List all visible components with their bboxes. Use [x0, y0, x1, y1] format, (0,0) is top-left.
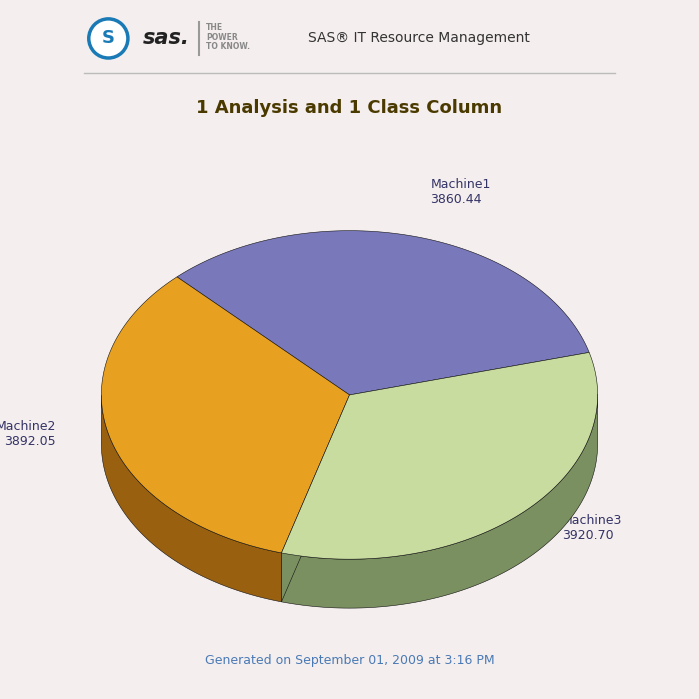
Text: S: S: [102, 29, 115, 48]
Text: Machine3
3920.70: Machine3 3920.70: [562, 514, 622, 542]
Text: 1 Analysis and 1 Class Column: 1 Analysis and 1 Class Column: [196, 99, 503, 117]
Polygon shape: [282, 352, 598, 559]
Polygon shape: [282, 395, 350, 602]
Polygon shape: [101, 277, 350, 553]
Text: Machine1
3860.44: Machine1 3860.44: [431, 178, 491, 206]
Text: SAS® IT Resource Management: SAS® IT Resource Management: [308, 31, 531, 45]
Text: THE: THE: [206, 24, 223, 32]
Text: Machine2
3892.05: Machine2 3892.05: [0, 420, 56, 448]
Polygon shape: [282, 395, 350, 602]
Text: Generated on September 01, 2009 at 3:16 PM: Generated on September 01, 2009 at 3:16 …: [205, 654, 494, 667]
Text: sas.: sas.: [143, 29, 190, 48]
Circle shape: [89, 19, 128, 58]
Polygon shape: [282, 394, 598, 608]
Polygon shape: [177, 231, 589, 395]
Text: POWER: POWER: [206, 33, 238, 41]
Text: TO KNOW.: TO KNOW.: [206, 42, 250, 50]
Polygon shape: [101, 396, 282, 602]
